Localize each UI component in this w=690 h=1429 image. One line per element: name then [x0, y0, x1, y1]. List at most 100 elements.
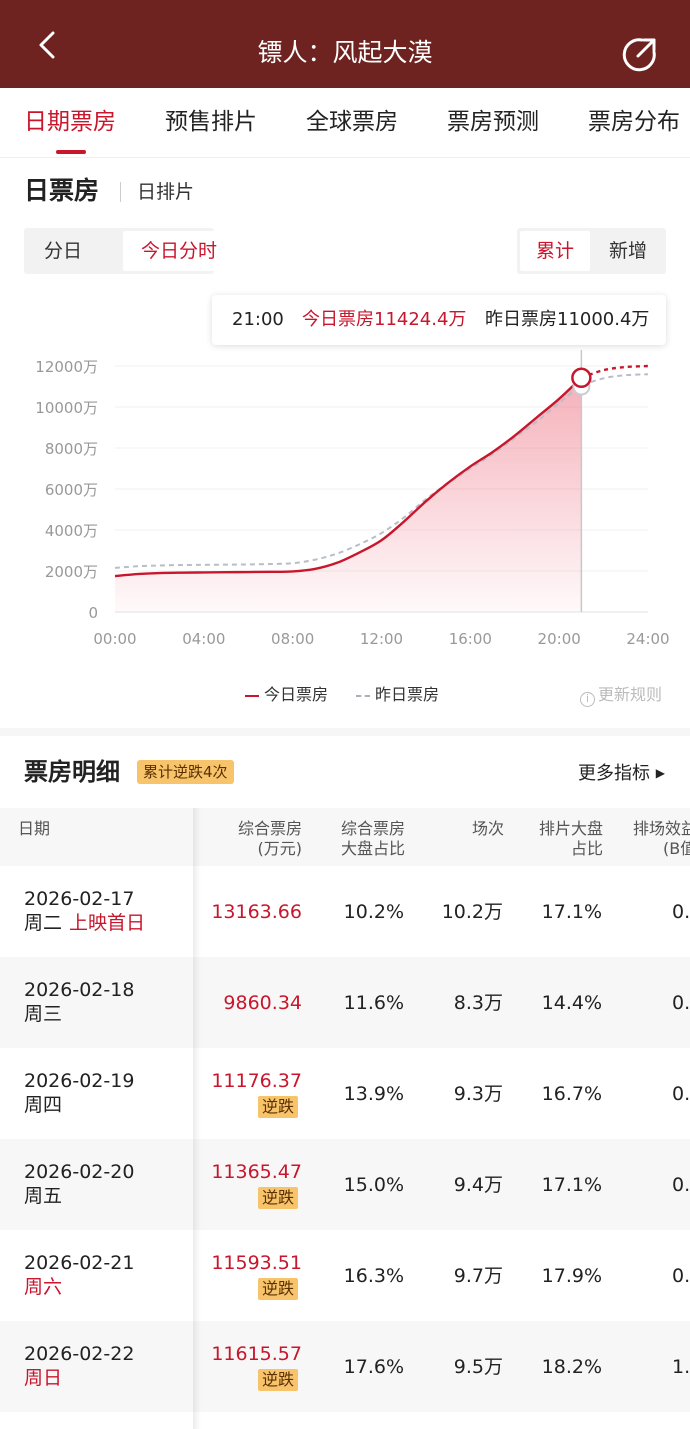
app-header: 镖人：风起大漠 — [0, 0, 690, 88]
increment-option[interactable]: 新增 — [608, 240, 647, 262]
x-tick-label: 16:00 — [449, 630, 492, 648]
frozen-column-shadow — [193, 808, 201, 1429]
y-tick-label: 4000万 — [45, 522, 98, 540]
reverse-count-badge: 累计逆跌4次 — [137, 760, 234, 784]
row-shows: 9.3万 — [453, 1083, 503, 1105]
y-tick-label: 6000万 — [45, 481, 98, 499]
reverse-badge: 逆跌 — [258, 1096, 299, 1118]
legend-today-label: 今日票房 — [264, 685, 329, 704]
cumulative-option[interactable]: 累计 — [520, 231, 590, 271]
share-icon[interactable] — [620, 34, 660, 74]
detail-title: 票房明细 — [24, 758, 120, 786]
col-schedule-share-line2: 占比 — [570, 839, 603, 858]
col-date-label: 日期 — [18, 819, 51, 838]
value-mode-toggle: 累计 新增 — [517, 228, 666, 274]
y-tick-label: 0 — [88, 604, 98, 622]
row-efficiency: 0. — [672, 1174, 690, 1196]
schedule-link[interactable]: 日排片 — [137, 181, 195, 203]
row-shows: 9.4万 — [453, 1174, 503, 1196]
y-tick-label: 8000万 — [45, 440, 98, 458]
row-market-share: 17.6% — [343, 1356, 404, 1378]
col-efficiency: 排场效益 (B值 — [633, 819, 690, 859]
row-weekday: 周三 — [24, 1003, 63, 1025]
row-box-office: 11365.47 — [211, 1161, 302, 1183]
row-schedule-share: 17.9% — [541, 1265, 602, 1287]
row-box-office: 11593.51 — [211, 1252, 302, 1274]
chevron-left-icon[interactable] — [34, 30, 64, 60]
x-tick-label: 20:00 — [538, 630, 581, 648]
legend-yesterday-swatch — [356, 694, 370, 697]
row-shows: 9.5万 — [453, 1356, 503, 1378]
box-office-table: 日期 综合票房 (万元) 综合票房 大盘占比 场次 排片大盘 占比 排场效益 (B值 2… — [0, 808, 690, 1429]
tab-distribution[interactable]: 票房分布 — [588, 109, 680, 135]
more-metrics-label: 更多指标 — [578, 763, 650, 784]
more-metrics-link[interactable]: 更多指标 ▶ — [578, 760, 665, 787]
table-row[interactable]: 2026-02-22 周日 11615.57 逆跌 17.6% 9.5万 18.2% 1. — [0, 1321, 690, 1412]
section-divider — [120, 182, 121, 202]
reverse-badge: 逆跌 — [258, 1278, 299, 1300]
table-header: 日期 综合票房 (万元) 综合票房 大盘占比 场次 排片大盘 占比 排场效益 (B值 — [0, 808, 690, 866]
tab-bar: 日期票房 预售排片 全球票房 票房预测 票房分布 — [0, 88, 690, 158]
tab-daily-box-office[interactable]: 日期票房 — [24, 109, 116, 135]
today-hourly-option[interactable]: 今日分时 — [123, 231, 235, 271]
y-tick-label: 12000万 — [35, 358, 98, 376]
row-weekday: 周六 — [24, 1276, 63, 1298]
box-office-chart[interactable]: 12000万 10000万 8000万 6000万 4000万 2000万 0 00:00 04… — [0, 345, 690, 665]
row-schedule-share: 18.2% — [541, 1356, 602, 1378]
row-weekday: 周日 — [24, 1367, 63, 1389]
today-area — [115, 377, 582, 612]
tooltip-yesterday-value: 昨日票房11000.4万 — [485, 309, 650, 330]
today-line — [114, 376, 583, 578]
col-box-office-line1: 综合票房 — [237, 819, 302, 838]
x-tick-label: 08:00 — [271, 630, 314, 648]
row-efficiency: 0. — [672, 992, 690, 1014]
by-day-option[interactable]: 分日 — [43, 240, 82, 262]
y-tick-label: 10000万 — [35, 399, 98, 417]
tooltip-today-value: 今日票房11424.4万 — [302, 309, 467, 330]
row-schedule-share: 17.1% — [541, 901, 602, 923]
x-tick-label: 00:00 — [93, 630, 136, 648]
tab-presale-schedule[interactable]: 预售排片 — [165, 109, 257, 135]
table-row[interactable]: 2026-02-20 周五 11365.47 逆跌 15.0% 9.4万 17.1% 0. — [0, 1139, 690, 1230]
row-shows: 8.3万 — [453, 992, 503, 1014]
col-schedule-share: 排片大盘 占比 — [510, 819, 603, 859]
row-market-share: 16.3% — [343, 1265, 404, 1287]
table-row[interactable]: 2026-02-19 周四 11176.37 逆跌 13.9% 9.3万 16.7% 0. — [0, 1048, 690, 1139]
col-efficiency-line1: 排场效益 — [633, 819, 690, 838]
row-date: 2026-02-18 — [24, 979, 135, 1001]
legend-yesterday: 昨日票房 — [356, 684, 439, 706]
row-date: 2026-02-19 — [24, 1070, 135, 1092]
update-rule-label: 更新规则 — [598, 685, 663, 704]
row-release-tag: 上映首日 — [69, 912, 146, 934]
table-row[interactable]: 2026-02-17 周二 上映首日 13163.66 10.2% 10.2万 17.1% 0… — [0, 866, 690, 957]
row-weekday: 周二 — [24, 912, 63, 934]
col-shows: 场次 — [430, 819, 504, 839]
today-cursor-point — [571, 367, 592, 389]
page-title: 镖人：风起大漠 — [257, 38, 433, 67]
x-tick-label: 24:00 — [626, 630, 669, 648]
table-row[interactable]: 2026-02-21 周六 11593.51 逆跌 16.3% 9.7万 17.9% 0. — [0, 1230, 690, 1321]
col-box-office: 综合票房 (万元) — [204, 819, 302, 859]
row-schedule-share: 16.7% — [541, 1083, 602, 1105]
tab-forecast[interactable]: 票房预测 — [447, 109, 539, 135]
section-title: 日票房 — [24, 176, 100, 205]
yesterday-line — [114, 373, 649, 569]
row-box-office: 9860.34 — [223, 992, 302, 1014]
y-tick-label: 2000万 — [45, 563, 98, 581]
legend-yesterday-label: 昨日票房 — [375, 685, 440, 704]
row-weekday: 周五 — [24, 1185, 63, 1207]
row-date: 2026-02-17 — [24, 888, 135, 910]
tooltip-time: 21:00 — [232, 309, 284, 330]
tab-global-box-office[interactable]: 全球票房 — [306, 109, 398, 135]
col-date: 日期 — [18, 819, 50, 839]
row-box-office: 13163.66 — [211, 901, 302, 923]
row-box-office: 11176.37 — [211, 1070, 302, 1092]
row-market-share: 13.9% — [343, 1083, 404, 1105]
row-box-office: 11615.57 — [211, 1343, 302, 1365]
col-schedule-share-line1: 排片大盘 — [538, 819, 603, 838]
table-row[interactable]: 2026-02-18 周三 9860.34 11.6% 8.3万 14.4% 0. — [0, 957, 690, 1048]
row-market-share: 11.6% — [343, 992, 404, 1014]
x-tick-label: 04:00 — [182, 630, 225, 648]
update-rule-link[interactable]: i 更新规则 — [580, 684, 662, 707]
legend-today-swatch — [245, 694, 259, 697]
